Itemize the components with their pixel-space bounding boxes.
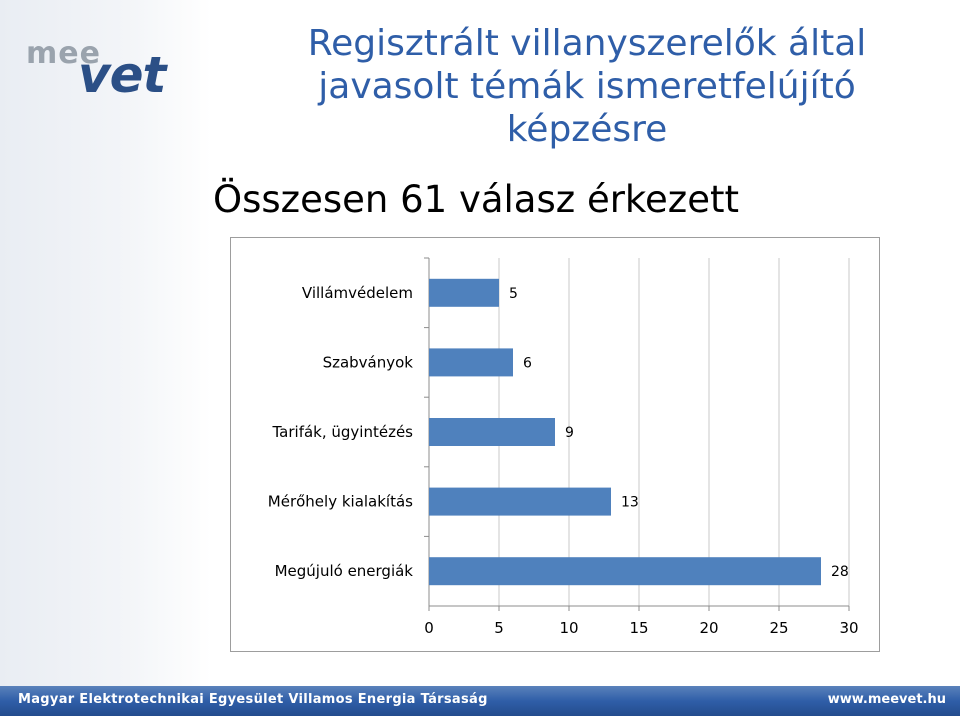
bar xyxy=(429,418,555,446)
bar-chart-svg: 0 5 10 15 20 25 30 Villámvédelem 5 Szabványok 6 Tar… xyxy=(268,257,859,637)
footer-bar: Magyar Elektrotechnikai Egyesület Villam… xyxy=(0,686,960,716)
x-tick-label: 0 xyxy=(424,619,434,637)
x-tick-label: 20 xyxy=(699,619,718,637)
bar xyxy=(429,348,513,377)
data-label: 28 xyxy=(831,564,849,580)
data-label: 6 xyxy=(523,355,532,371)
data-label: 13 xyxy=(621,495,639,511)
category-label: Szabványok xyxy=(323,353,414,371)
title-line-3: képzésre xyxy=(506,109,668,150)
logo-mee-text: mee xyxy=(26,36,101,71)
slide-title: Regisztrált villanyszerelők által javaso… xyxy=(222,22,952,151)
bar xyxy=(429,557,821,586)
category-label: Mérőhely kialakítás xyxy=(268,493,413,511)
bar xyxy=(429,278,499,307)
title-line-1: Regisztrált villanyszerelők által xyxy=(307,23,867,64)
category-label: Tarifák, ügyintézés xyxy=(271,423,413,441)
x-tick-label: 30 xyxy=(839,619,858,637)
x-tick-label: 10 xyxy=(559,619,578,637)
logo-vet-text: vet xyxy=(78,46,166,104)
sidebar-panel: mee vet xyxy=(0,0,212,686)
category-label: Villámvédelem xyxy=(302,284,413,302)
x-tick-label: 15 xyxy=(629,619,648,637)
x-tick-label: 5 xyxy=(494,619,504,637)
footer-organization: Magyar Elektrotechnikai Egyesület Villam… xyxy=(18,692,488,707)
data-label: 9 xyxy=(565,425,574,441)
bar-chart: 0 5 10 15 20 25 30 Villámvédelem 5 Szabványok 6 Tar… xyxy=(230,237,880,652)
data-label: 5 xyxy=(509,286,518,302)
footer-website: www.meevet.hu xyxy=(827,692,946,707)
bar xyxy=(429,487,611,516)
title-line-2: javasolt témák ismeretfelújító xyxy=(318,66,856,107)
x-tick-label: 25 xyxy=(769,619,788,637)
meevet-logo: mee vet xyxy=(22,32,192,104)
category-label: Megújuló energiák xyxy=(275,562,414,580)
slide-subtitle: Összesen 61 válasz érkezett xyxy=(213,178,739,221)
